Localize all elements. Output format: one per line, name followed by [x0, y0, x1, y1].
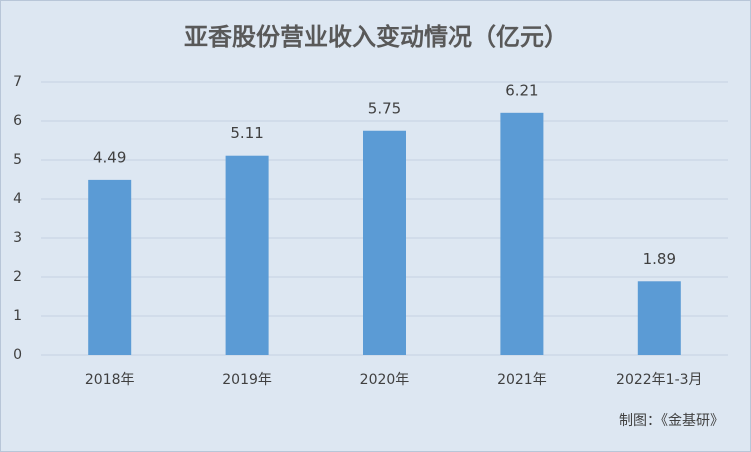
data-label: 5.11: [230, 124, 263, 142]
y-tick-label: 0: [13, 347, 22, 363]
y-tick-label: 3: [13, 230, 22, 246]
y-tick-label: 4: [13, 191, 22, 207]
data-label: 1.89: [643, 250, 676, 268]
y-tick-label: 6: [13, 113, 22, 129]
data-label: 4.49: [93, 148, 126, 166]
x-tick-label: 2021年: [497, 372, 547, 388]
x-tick-label: 2019年: [222, 372, 272, 388]
x-tick-label: 2018年: [85, 372, 135, 388]
bar: [225, 155, 269, 355]
source-note: 制图：《金基研》: [619, 412, 724, 429]
bar: [88, 179, 132, 355]
bar: [637, 281, 681, 355]
y-tick-label: 2: [13, 269, 22, 285]
x-tick-label: 2020年: [360, 372, 410, 388]
chart-title: 亚香股份营业收入变动情况（亿元）: [184, 23, 568, 51]
bar: [363, 130, 406, 355]
y-tick-label: 7: [13, 74, 22, 90]
bar: [500, 112, 544, 355]
y-tick-label: 5: [13, 152, 22, 168]
y-tick-label: 1: [13, 308, 22, 324]
x-tick-label: 2022年1-3月: [616, 372, 703, 388]
data-label: 5.75: [368, 99, 401, 117]
data-label: 6.21: [505, 81, 538, 99]
